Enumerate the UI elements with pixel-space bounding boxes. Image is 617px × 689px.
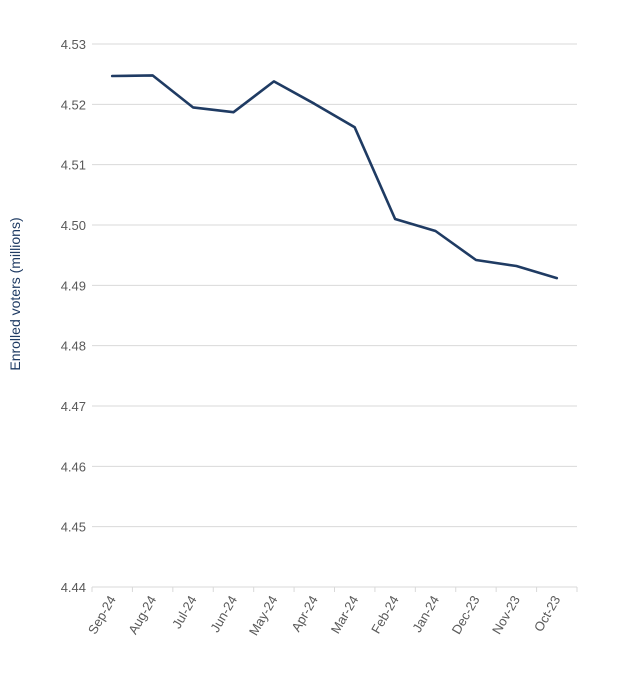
y-tick-label: 4.46 (61, 459, 86, 474)
x-axis (91, 586, 578, 592)
series-line (110, 74, 559, 280)
x-tick-label: Oct-23 (531, 593, 563, 634)
y-axis-title: Enrolled voters (millions) (7, 217, 23, 370)
y-tick-label: 4.49 (61, 278, 86, 293)
y-tick-label: 4.45 (61, 520, 86, 535)
y-tick-label: 4.47 (61, 399, 86, 414)
gridlines (92, 43, 577, 528)
x-tick-label: Mar-24 (328, 593, 362, 636)
x-tick-label: May-24 (246, 593, 281, 638)
x-tick-label: Feb-24 (368, 593, 402, 636)
y-tick-label: 4.50 (61, 218, 86, 233)
y-tick-label: 4.53 (61, 37, 86, 52)
x-tick-label: Jul-24 (169, 593, 200, 631)
series-layer (110, 74, 559, 280)
y-tick-label: 4.52 (61, 97, 86, 112)
x-tick-label: Jan-24 (409, 593, 442, 635)
x-tick-label: Apr-24 (288, 593, 321, 634)
x-tick-label: Nov-23 (489, 593, 523, 637)
x-tick-label: Sep-24 (85, 593, 119, 637)
y-axis-ticks: 4.53 4.52 4.51 4.50 4.49 4.48 4.47 4.46 4.45 4.44 (61, 37, 86, 595)
x-tick-label: Dec-23 (449, 593, 483, 637)
y-tick-label: 4.48 (61, 339, 86, 354)
x-tick-label: Jun-24 (207, 593, 240, 635)
x-axis-ticks: Sep-24 Aug-24 Jul-24 Jun-24 May-24 Apr-24 Mar-… (85, 593, 564, 638)
y-tick-label: 4.51 (61, 158, 86, 173)
y-tick-label: 4.44 (61, 580, 86, 595)
x-tick-label: Aug-24 (125, 593, 159, 637)
